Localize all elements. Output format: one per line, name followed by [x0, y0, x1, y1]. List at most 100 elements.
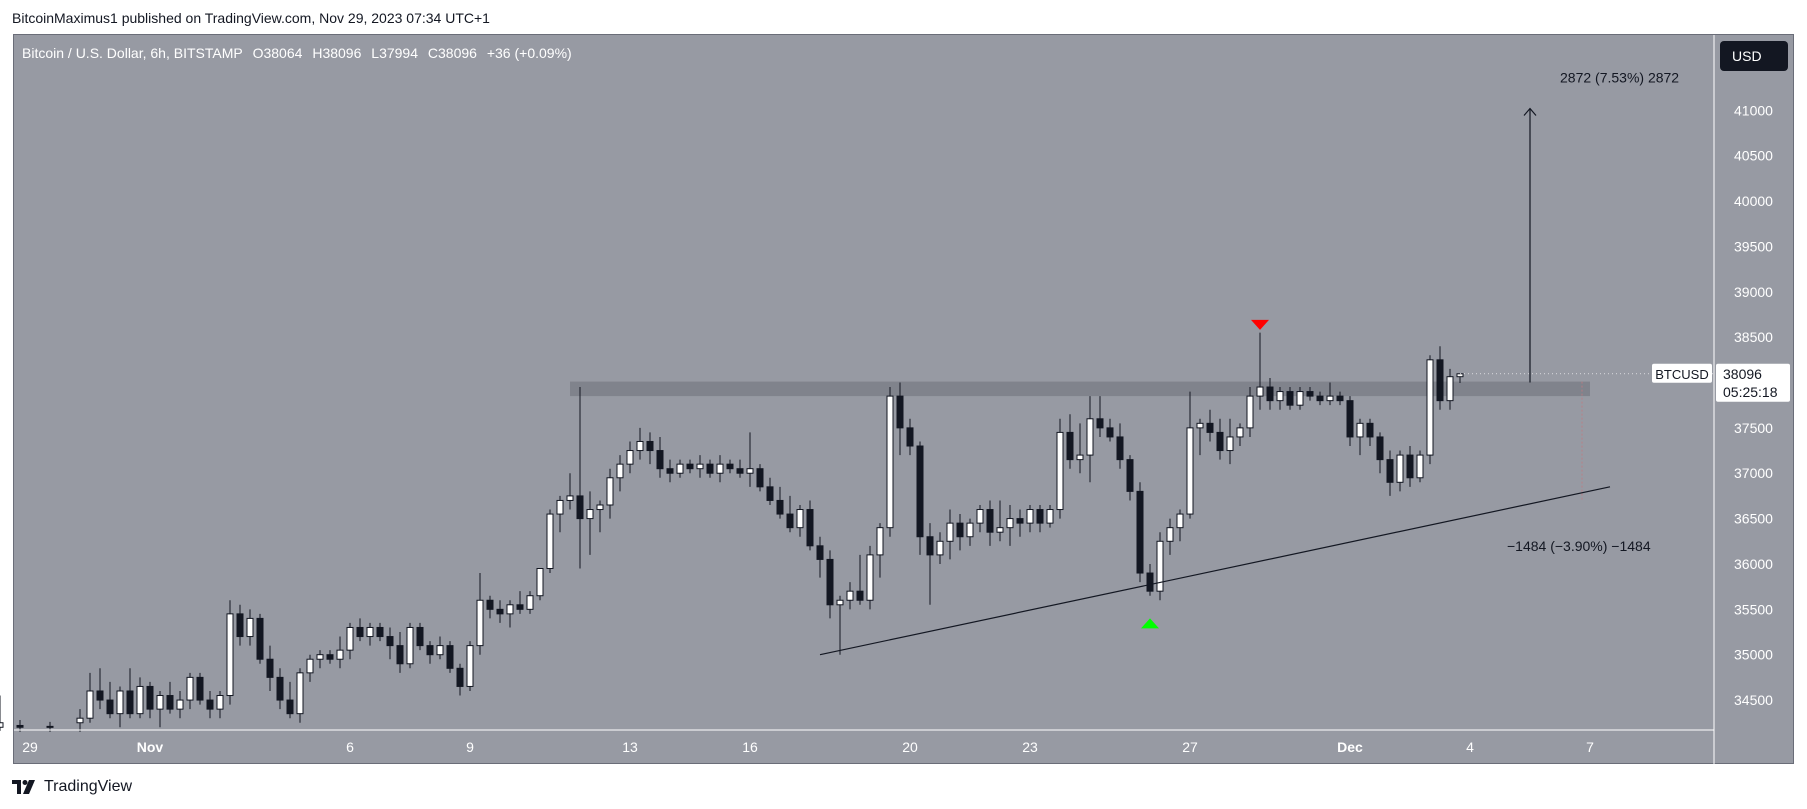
price-tick-label: 35500	[1734, 601, 1773, 617]
down-candle	[776, 499, 784, 515]
up-candle	[76, 717, 84, 724]
down-candle	[96, 690, 104, 701]
up-candle	[1356, 422, 1364, 438]
price-tick-label: 41000	[1734, 102, 1773, 118]
up-candle	[1006, 518, 1014, 529]
up-candle	[316, 654, 324, 660]
down-candle	[1116, 436, 1124, 461]
up-candle	[836, 599, 844, 606]
down-candle	[1336, 395, 1344, 402]
price-tick-label: 39000	[1734, 284, 1773, 300]
down-candle	[1036, 509, 1044, 524]
down-candle	[816, 545, 824, 560]
down-candle	[1386, 459, 1394, 483]
price-tick-label: 37500	[1734, 420, 1773, 436]
up-candle	[506, 604, 514, 615]
down-candle	[416, 626, 424, 647]
up-candle	[1456, 373, 1464, 378]
up-candle	[1156, 540, 1164, 592]
candles	[0, 332, 1464, 732]
down-candle	[726, 463, 734, 470]
up-candle	[176, 699, 184, 710]
up-candle	[636, 440, 644, 452]
symbol-badge	[1652, 363, 1712, 383]
time-tick-label: 7	[1586, 739, 1594, 755]
down-candle	[1106, 427, 1114, 438]
down-candle	[1406, 454, 1414, 479]
price-badge-countdown: 05:25:18	[1723, 384, 1778, 400]
up-candle	[556, 499, 564, 515]
up-candle	[346, 626, 354, 651]
down-candle	[106, 699, 114, 715]
up-candle	[1246, 395, 1254, 429]
down-candle	[266, 658, 274, 678]
up-candle	[1196, 422, 1204, 429]
price-badge	[1716, 363, 1790, 402]
resistance-zone	[570, 381, 1590, 397]
time-tick-label: 29	[22, 739, 38, 755]
tradingview-brand: TradingView	[44, 778, 133, 795]
up-candle	[886, 395, 894, 529]
measure-up-arrowhead	[1523, 107, 1537, 116]
close-value: 38096	[438, 45, 477, 61]
up-candle	[0, 722, 4, 728]
up-candle	[1256, 386, 1264, 397]
up-candle	[696, 463, 704, 470]
measure-up-label: 2872 (7.53%) 2872	[1560, 69, 1679, 85]
down-candle	[16, 724, 24, 728]
up-candle	[1176, 513, 1184, 529]
down-candle	[666, 468, 674, 474]
down-candle	[926, 536, 934, 556]
up-candle	[476, 599, 484, 647]
up-candle	[466, 645, 474, 687]
up-candle	[1446, 376, 1454, 402]
ohlc-legend: Bitcoin / U.S. Dollar, 6h, BITSTAMP O380…	[22, 45, 578, 61]
up-candle	[616, 463, 624, 479]
up-candle	[1056, 431, 1064, 511]
down-candle	[656, 450, 664, 470]
down-candle	[686, 463, 694, 470]
down-candle	[446, 645, 454, 669]
down-candle	[1316, 395, 1324, 402]
up-candle	[216, 695, 224, 710]
time-tick-label: 13	[622, 739, 638, 755]
publish-caption: BitcoinMaximus1 published on TradingView…	[12, 10, 490, 26]
tradingview-logo[interactable]: TradingView	[12, 778, 132, 796]
down-candle	[396, 645, 404, 665]
up-candle	[976, 509, 984, 524]
down-candle	[646, 440, 654, 452]
down-candle	[1266, 386, 1274, 402]
open-value: 38064	[263, 45, 303, 61]
up-candle	[946, 522, 954, 542]
down-candle	[1016, 518, 1024, 524]
change-value: +36 (+0.09%)	[486, 45, 572, 61]
down-candle	[516, 604, 524, 610]
high-label: H	[312, 45, 323, 61]
up-candle	[1026, 509, 1034, 524]
bullish-marker-icon	[1141, 618, 1159, 629]
down-candle	[386, 636, 394, 647]
up-candle	[1276, 391, 1284, 402]
down-candle	[786, 513, 794, 529]
up-candle	[1076, 454, 1084, 461]
up-candle	[1086, 418, 1094, 456]
price-tick-label: 38500	[1734, 329, 1773, 345]
tradingview-logo-icon	[12, 780, 38, 794]
up-candle	[1296, 391, 1304, 406]
up-candle	[526, 595, 534, 610]
up-candle	[866, 554, 874, 601]
time-tick-label: 27	[1182, 739, 1198, 755]
low-value: 37994	[379, 45, 418, 61]
currency-button[interactable]: USD	[1720, 41, 1788, 71]
down-candle	[896, 395, 904, 429]
time-tick-label: Dec	[1337, 739, 1363, 755]
axes: 3450035000355003600036500370003750038000…	[14, 35, 1790, 764]
time-tick-label: 6	[346, 739, 354, 755]
up-candle	[1426, 359, 1434, 456]
down-candle	[1206, 422, 1214, 433]
up-candle	[1396, 454, 1404, 483]
up-candle	[536, 567, 544, 597]
up-candle	[606, 477, 614, 506]
time-tick-label: Nov	[137, 739, 164, 755]
